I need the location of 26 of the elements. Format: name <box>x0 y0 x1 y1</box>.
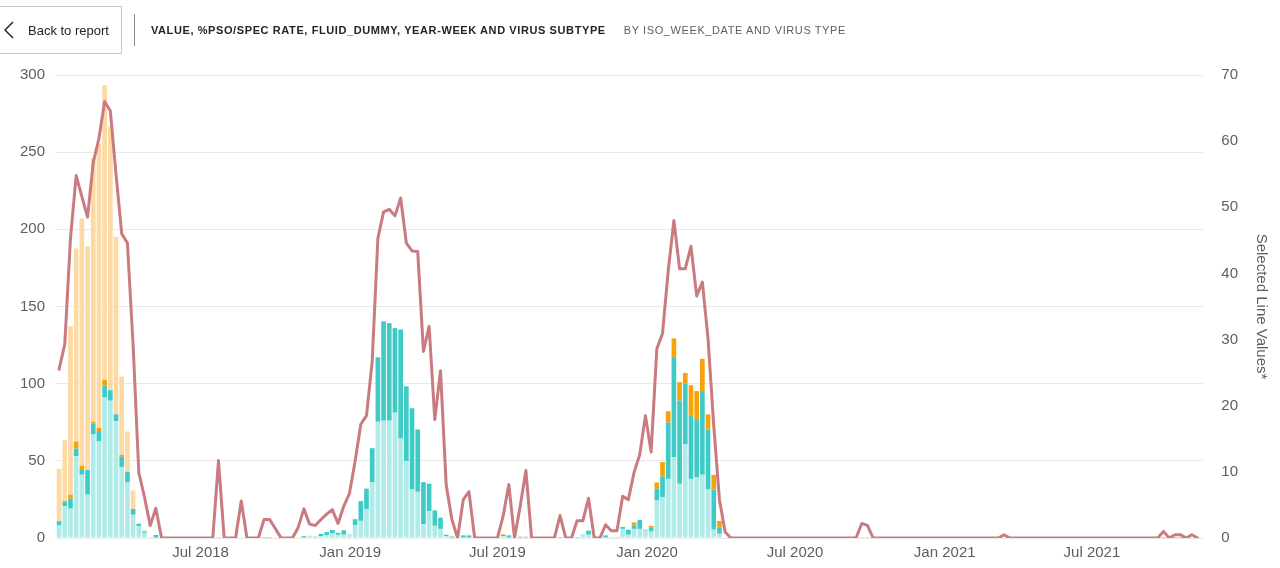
y2-tick-label: 40 <box>1221 263 1238 281</box>
x-tick-label: Jul 2020 <box>766 543 824 561</box>
text: Back to report <box>28 22 109 38</box>
x-tick-label: Jul 2019 <box>469 543 526 561</box>
x-tick-label: Jul 2021 <box>1063 543 1121 561</box>
y-tick-label: 0 <box>36 528 46 546</box>
x-tick-label: Jan 2019 <box>319 543 382 561</box>
y2-tick-label: 0 <box>1221 528 1230 546</box>
x-tick-label: Jan 2021 <box>913 543 976 561</box>
y-tick-label: 300 <box>20 65 46 83</box>
y2-axis-title: Selected Line Values* <box>1253 233 1271 380</box>
y2-tick-label: 30 <box>1221 329 1238 347</box>
y-tick-label: 100 <box>20 373 46 391</box>
y2-tick-label: 50 <box>1221 197 1238 215</box>
chart-title: VALUE, %PSO/SPEC RATE, FLUID_DUMMY, YEAR-WEEK AND VIRUS SUBTYPE <box>150 24 606 36</box>
chart-subtitle: BY ISO_WEEK_DATE AND VIRUS TYPE <box>623 24 846 36</box>
y2-tick-label: 70 <box>1221 65 1238 83</box>
y2-tick-label: 10 <box>1221 462 1238 479</box>
y2-tick-label: 60 <box>1221 131 1238 149</box>
y2-tick-label: 20 <box>1221 395 1238 413</box>
y-tick-label: 150 <box>20 296 46 314</box>
y-tick-label: 50 <box>28 450 46 468</box>
x-tick-label: Jul 2018 <box>172 543 229 561</box>
y-tick-label: 200 <box>20 219 46 237</box>
x-tick-label: Jan 2020 <box>616 543 678 561</box>
y-tick-label: 250 <box>20 142 46 160</box>
